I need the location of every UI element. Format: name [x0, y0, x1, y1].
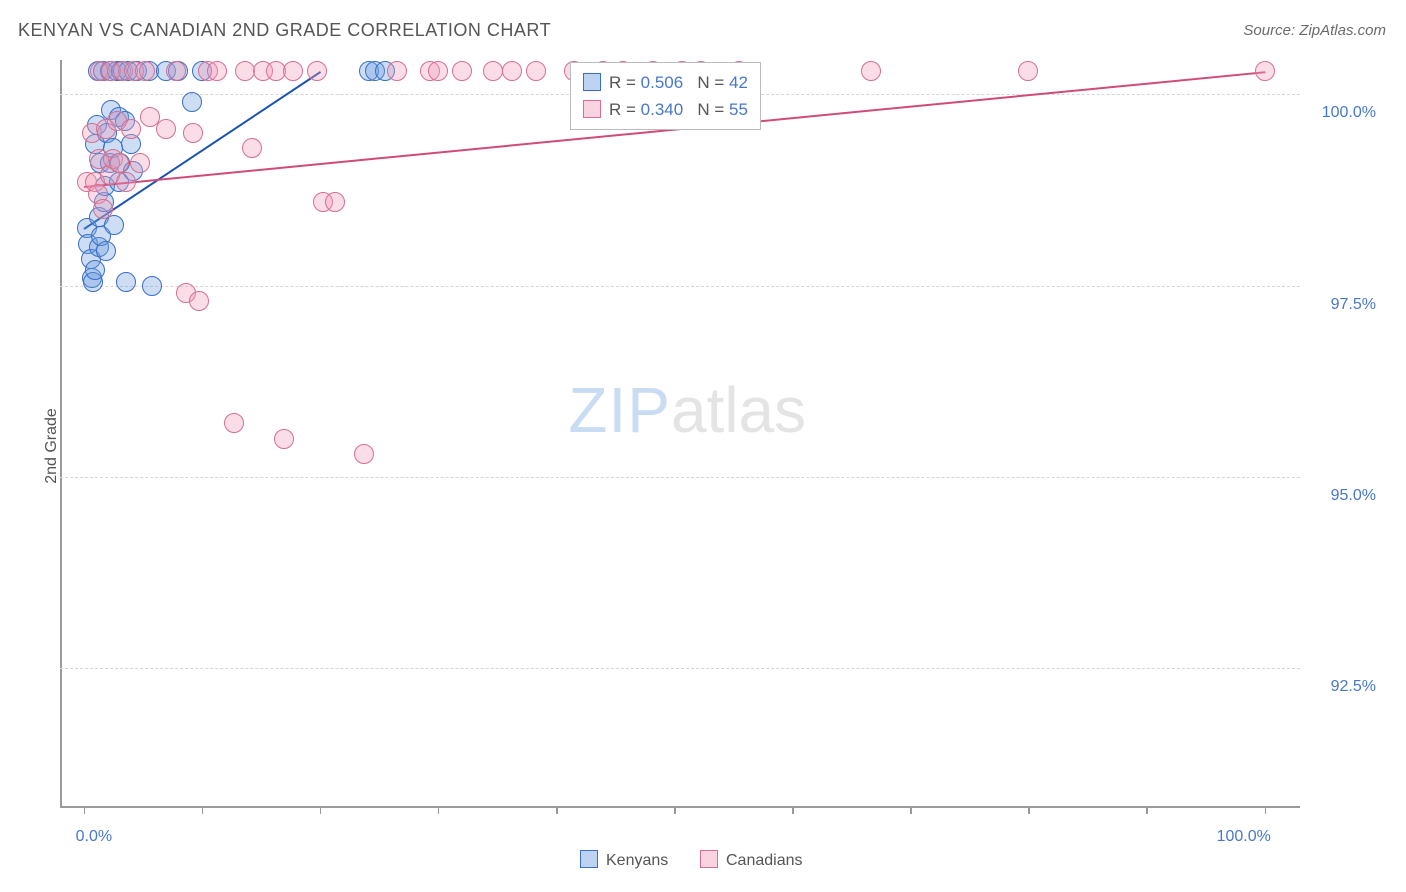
x-tick: [202, 806, 204, 814]
legend-swatch: [583, 73, 601, 91]
scatter-marker: [483, 61, 503, 81]
scatter-marker: [307, 61, 327, 81]
legend-swatch: [580, 850, 598, 868]
x-tick: [792, 806, 794, 814]
scatter-marker: [130, 153, 150, 173]
legend-n-label: N =: [697, 73, 729, 92]
y-tick-label: 97.5%: [1306, 296, 1376, 314]
bottom-legend-item: Kenyans: [580, 850, 668, 870]
legend-swatch: [583, 100, 601, 118]
scatter-marker: [242, 138, 262, 158]
scatter-marker: [283, 61, 303, 81]
legend-row: R = 0.340 N = 55: [583, 96, 748, 123]
scatter-marker: [861, 61, 881, 81]
scatter-marker: [1255, 61, 1275, 81]
x-tick: [910, 806, 912, 814]
scatter-marker: [325, 192, 345, 212]
x-tick: [84, 806, 86, 814]
scatter-marker: [142, 276, 162, 296]
scatter-marker: [526, 61, 546, 81]
scatter-marker: [183, 123, 203, 143]
scatter-marker: [224, 413, 244, 433]
y-tick-label: 100.0%: [1306, 104, 1376, 122]
legend-n-value: 55: [729, 100, 748, 119]
x-tick: [1028, 806, 1030, 814]
y-axis: [60, 60, 62, 806]
x-tick: [674, 806, 676, 814]
legend-swatch: [700, 850, 718, 868]
y-gridline: [60, 668, 1300, 669]
scatter-marker: [121, 119, 141, 139]
scatter-marker: [116, 272, 136, 292]
legend-r-label: R =: [609, 100, 641, 119]
scatter-marker: [182, 92, 202, 112]
scatter-marker: [428, 61, 448, 81]
bottom-legend-label: Canadians: [726, 852, 803, 869]
y-tick-label: 95.0%: [1306, 487, 1376, 505]
x-tick: [556, 806, 558, 814]
scatter-marker: [116, 172, 136, 192]
y-tick-label: 92.5%: [1306, 678, 1376, 696]
scatter-marker: [502, 61, 522, 81]
x-tick-label: 100.0%: [1217, 828, 1271, 846]
legend-r-value: 0.340: [641, 100, 684, 119]
y-gridline: [60, 286, 1300, 287]
legend-r-value: 0.506: [641, 73, 684, 92]
scatter-marker: [354, 444, 374, 464]
scatter-plot: ZIPatlas 92.5%95.0%97.5%100.0%0.0%100.0%: [60, 60, 1300, 806]
watermark-zip: ZIP: [568, 374, 671, 446]
correlation-legend: R = 0.506 N = 42R = 0.340 N = 55: [570, 62, 761, 130]
scatter-marker: [274, 429, 294, 449]
x-tick: [320, 806, 322, 814]
scatter-marker: [387, 61, 407, 81]
x-tick-label: 0.0%: [76, 828, 112, 846]
y-gridline: [60, 477, 1300, 478]
scatter-marker: [96, 241, 116, 261]
scatter-marker: [85, 260, 105, 280]
scatter-marker: [1018, 61, 1038, 81]
scatter-marker: [93, 199, 113, 219]
scatter-marker: [452, 61, 472, 81]
scatter-marker: [156, 119, 176, 139]
legend-r-label: R =: [609, 73, 641, 92]
x-tick: [1265, 806, 1267, 814]
x-tick: [1146, 806, 1148, 814]
x-tick: [438, 806, 440, 814]
source-prefix: Source:: [1243, 22, 1299, 39]
bottom-legend-label: Kenyans: [606, 852, 668, 869]
scatter-marker: [189, 291, 209, 311]
x-axis: [60, 806, 1300, 808]
y-axis-label: 2nd Grade: [43, 408, 61, 484]
legend-row: R = 0.506 N = 42: [583, 69, 748, 96]
watermark-atlas: atlas: [671, 374, 806, 446]
legend-n-value: 42: [729, 73, 748, 92]
bottom-legend-item: Canadians: [700, 850, 803, 870]
watermark: ZIPatlas: [568, 373, 806, 447]
source-name: ZipAtlas.com: [1299, 22, 1386, 39]
scatter-marker: [207, 61, 227, 81]
legend-n-label: N =: [697, 100, 729, 119]
chart-title: KENYAN VS CANADIAN 2ND GRADE CORRELATION…: [18, 20, 551, 41]
source-attribution: Source: ZipAtlas.com: [1243, 22, 1386, 39]
